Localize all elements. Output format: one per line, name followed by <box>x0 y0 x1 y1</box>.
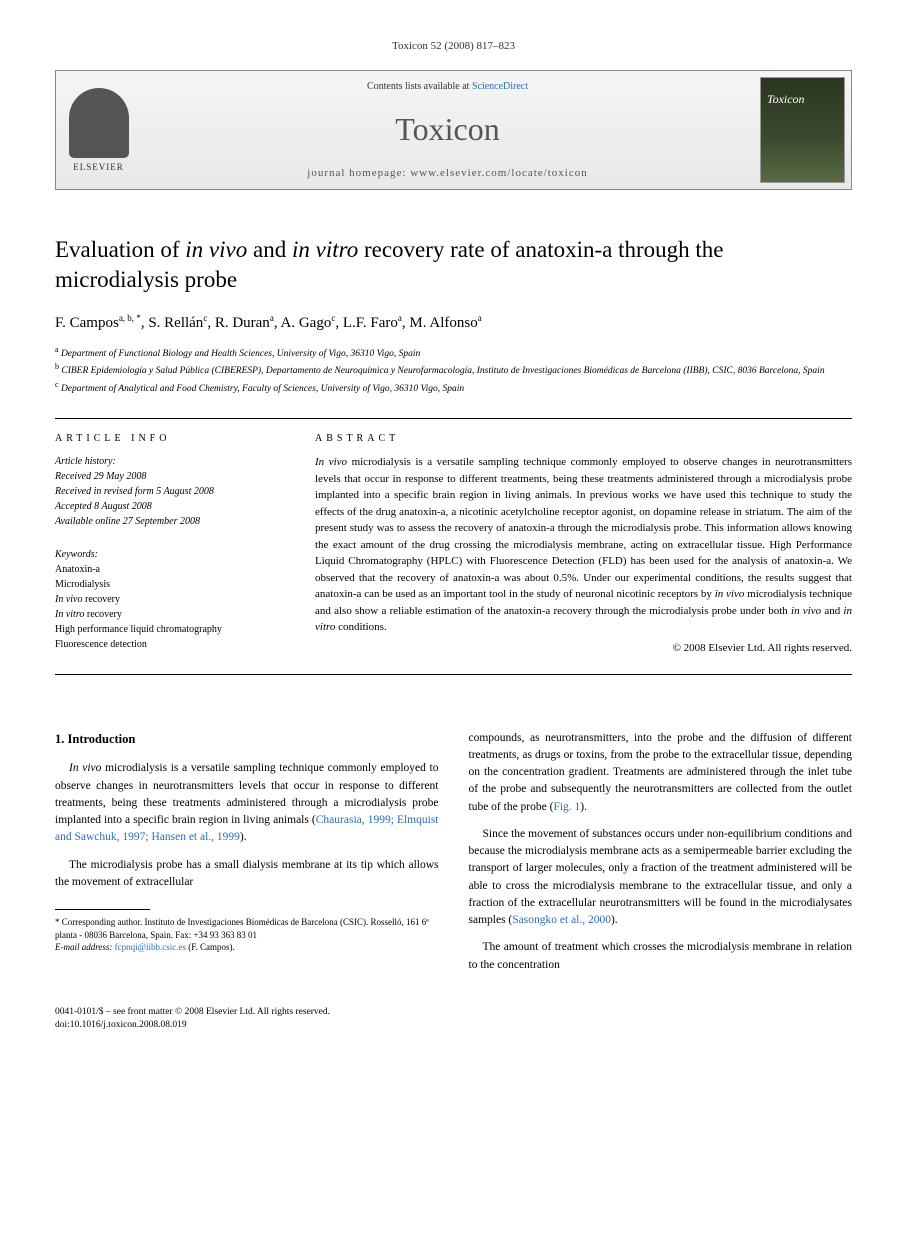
body-r-para-2: Since the movement of substances occurs … <box>469 826 853 930</box>
body-right-column: compounds, as neurotransmitters, into th… <box>469 730 853 984</box>
elsevier-label: ELSEVIER <box>73 162 124 172</box>
journal-homepage: journal homepage: www.elsevier.com/locat… <box>141 167 754 179</box>
keyword-2: Microdialysis <box>55 577 285 592</box>
affiliation-b: b CIBER Epidemiología y Salud Pública (C… <box>55 361 852 378</box>
article-page: Toxicon 52 (2008) 817–823 ELSEVIER Conte… <box>0 0 907 1062</box>
article-info-column: ARTICLE INFO Article history: Received 2… <box>55 433 285 654</box>
author-5: L.F. Faro <box>343 315 398 331</box>
journal-cover-thumbnail[interactable]: Toxicon <box>760 77 845 183</box>
intro-para-1: In vivo microdialysis is a versatile sam… <box>55 760 439 846</box>
keyword-4: In vitro recovery <box>55 607 285 622</box>
email-line: E-mail address: fcpnqi@iibb.csic.es (F. … <box>55 941 439 954</box>
email-address[interactable]: fcpnqi@iibb.csic.es <box>112 942 186 952</box>
r2-cite[interactable]: Sasongko et al., 2000 <box>512 914 611 926</box>
history-online: Available online 27 September 2008 <box>55 514 285 529</box>
abstract-column: ABSTRACT In vivo microdialysis is a vers… <box>315 433 852 654</box>
author-3-aff: a <box>270 313 274 323</box>
abstract-heading: ABSTRACT <box>315 433 852 444</box>
keyword-6: Fluorescence detection <box>55 637 285 652</box>
author-6: M. Alfonso <box>409 315 477 331</box>
contents-text: Contents lists available at <box>367 81 472 92</box>
article-info-heading: ARTICLE INFO <box>55 433 285 444</box>
journal-name: Toxicon <box>141 111 754 148</box>
abstract-ital-1: In vivo <box>315 456 347 468</box>
corr-label: * Corresponding author. <box>55 917 145 927</box>
author-4: A. Gago <box>281 315 332 331</box>
title-italic-1: in vivo <box>185 237 247 262</box>
abstract-body-4: conditions. <box>335 621 386 633</box>
r1-fig-link[interactable]: Fig. 1 <box>553 801 580 813</box>
abstract-ital-3: in vivo <box>791 605 821 617</box>
affiliations: a Department of Functional Biology and H… <box>55 344 852 396</box>
keyword-1: Anatoxin-a <box>55 562 285 577</box>
header-center: Contents lists available at ScienceDirec… <box>141 71 754 189</box>
abstract-ital-2: in vivo <box>715 588 745 600</box>
email-who: (F. Campos). <box>186 942 235 952</box>
elsevier-tree-icon <box>69 88 129 158</box>
author-6-aff: a <box>478 313 482 323</box>
r2-text: Since the movement of substances occurs … <box>469 828 853 926</box>
intro-p1-ital: In vivo <box>69 762 101 774</box>
cover-title: Toxicon <box>767 92 838 107</box>
author-5-aff: a <box>398 313 402 323</box>
history-revised: Received in revised form 5 August 2008 <box>55 484 285 499</box>
bottom-publication-info: 0041-0101/$ – see front matter © 2008 El… <box>55 1006 852 1033</box>
body-two-columns: 1. Introduction In vivo microdialysis is… <box>55 730 852 984</box>
author-2: S. Rellán <box>148 315 203 331</box>
homepage-url[interactable]: www.elsevier.com/locate/toxicon <box>410 167 588 179</box>
affiliation-a: a Department of Functional Biology and H… <box>55 344 852 361</box>
r1-end: ). <box>580 801 587 813</box>
elsevier-logo[interactable]: ELSEVIER <box>56 71 141 189</box>
footnotes: * Corresponding author. Instituto de Inv… <box>55 916 439 954</box>
keywords-block: Keywords: Anatoxin-a Microdialysis In vi… <box>55 547 285 652</box>
author-1: F. Campos <box>55 315 119 331</box>
abstract-body-3: and <box>821 605 843 617</box>
email-label: E-mail address: <box>55 942 112 952</box>
keyword-3: In vivo recovery <box>55 592 285 607</box>
journal-reference: Toxicon 52 (2008) 817–823 <box>55 40 852 52</box>
author-2-aff: c <box>203 313 207 323</box>
corresponding-author: * Corresponding author. Instituto de Inv… <box>55 916 439 941</box>
title-italic-2: in vitro <box>292 237 358 262</box>
introduction-heading: 1. Introduction <box>55 730 439 749</box>
intro-para-2: The microdialysis probe has a small dial… <box>55 857 439 892</box>
body-left-column: 1. Introduction In vivo microdialysis is… <box>55 730 439 984</box>
contents-available-line: Contents lists available at ScienceDirec… <box>141 81 754 92</box>
r1-text: compounds, as neurotransmitters, into th… <box>469 732 853 813</box>
author-1-aff: a, b, * <box>119 313 141 323</box>
intro-p1-end: ). <box>240 831 247 843</box>
history-label: Article history: <box>55 454 285 469</box>
article-title: Evaluation of in vivo and in vitro recov… <box>55 235 852 295</box>
r2-end: ). <box>611 914 618 926</box>
journal-header: ELSEVIER Contents lists available at Sci… <box>55 70 852 190</box>
keywords-label: Keywords: <box>55 547 285 562</box>
body-r-para-3: The amount of treatment which crosses th… <box>469 939 853 974</box>
footnote-separator <box>55 909 150 910</box>
section-divider-bottom <box>55 674 852 675</box>
front-matter-line: 0041-0101/$ – see front matter © 2008 El… <box>55 1006 852 1019</box>
abstract-text: In vivo microdialysis is a versatile sam… <box>315 454 852 636</box>
affiliation-c: c Department of Analytical and Food Chem… <box>55 379 852 396</box>
keyword-5: High performance liquid chromatography <box>55 622 285 637</box>
copyright-line: © 2008 Elsevier Ltd. All rights reserved… <box>315 642 852 654</box>
section-divider-top <box>55 418 852 419</box>
title-text-2: and <box>247 237 292 262</box>
author-3: R. Duran <box>215 315 270 331</box>
doi-line: doi:10.1016/j.toxicon.2008.08.019 <box>55 1019 852 1032</box>
history-received: Received 29 May 2008 <box>55 469 285 484</box>
info-abstract-row: ARTICLE INFO Article history: Received 2… <box>55 433 852 654</box>
author-list: F. Camposa, b, *, S. Rellánc, R. Durana,… <box>55 313 852 332</box>
abstract-body-1: microdialysis is a versatile sampling te… <box>315 456 852 600</box>
article-history: Article history: Received 29 May 2008 Re… <box>55 454 285 529</box>
title-text-1: Evaluation of <box>55 237 185 262</box>
homepage-label: journal homepage: <box>307 167 410 179</box>
author-4-aff: c <box>331 313 335 323</box>
history-accepted: Accepted 8 August 2008 <box>55 499 285 514</box>
sciencedirect-link[interactable]: ScienceDirect <box>472 81 528 92</box>
body-r-para-1: compounds, as neurotransmitters, into th… <box>469 730 853 816</box>
